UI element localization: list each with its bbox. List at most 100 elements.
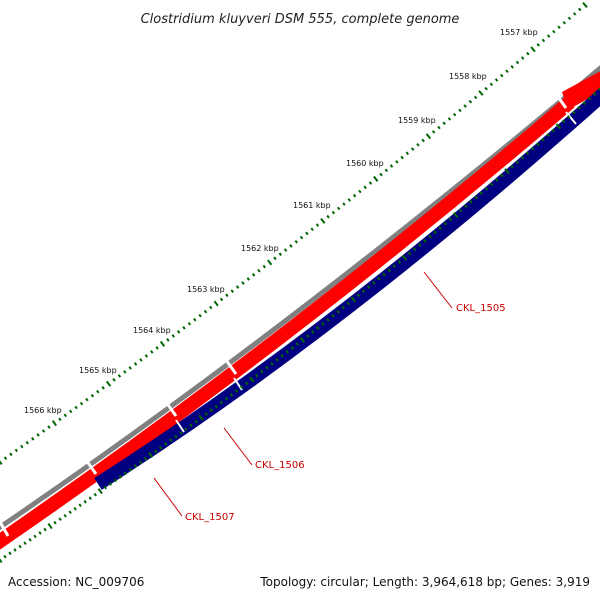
outer-tick <box>400 155 404 160</box>
inner-tick <box>536 142 540 147</box>
outer-tick <box>437 125 441 130</box>
inner-tick <box>245 381 249 386</box>
outer-tick <box>541 38 546 43</box>
inner-tick <box>361 289 366 293</box>
gene-gap <box>554 93 568 109</box>
inner-tick <box>270 362 274 366</box>
outer-tick <box>505 69 509 74</box>
inner-tick <box>356 293 361 298</box>
inner-tick <box>169 438 173 443</box>
outer-tick <box>315 223 320 227</box>
outer-tick <box>567 16 572 21</box>
inner-tick <box>401 254 408 261</box>
inner-tick <box>38 531 42 535</box>
inner-tick <box>53 520 57 525</box>
inner-tick <box>174 434 178 439</box>
outer-tick <box>96 389 100 394</box>
reverse-gene-segment[interactable] <box>94 87 600 490</box>
inner-tick <box>367 285 371 289</box>
inner-tick <box>3 554 7 559</box>
inner-tick <box>433 230 437 235</box>
outer-tick <box>546 34 551 38</box>
inner-tick <box>103 485 108 490</box>
outer-tick <box>90 393 95 398</box>
gene-label-ckl-1505[interactable]: CKL_1505 <box>456 303 506 314</box>
inner-tick <box>229 393 234 397</box>
outer-tick <box>139 358 143 362</box>
inner-tick <box>504 168 510 175</box>
outer-tick <box>326 214 330 219</box>
outer-tick <box>526 51 530 56</box>
inner-tick <box>133 464 138 468</box>
outer-tick <box>117 374 122 378</box>
outer-tick <box>51 420 58 427</box>
outer-tick <box>246 277 250 281</box>
inner-tick <box>68 510 72 515</box>
gene-label-ckl-1507[interactable]: CKL_1507 <box>185 512 235 523</box>
outer-tick <box>193 317 197 322</box>
inner-tick <box>275 358 279 362</box>
outer-tick <box>572 12 577 16</box>
tick-label-1563: 1563 kbp <box>187 285 225 294</box>
outer-tick <box>562 20 566 25</box>
inner-tick <box>158 445 163 450</box>
outer-tick <box>489 82 494 87</box>
outer-tick <box>85 397 89 402</box>
inner-tick <box>418 243 422 247</box>
outer-tick <box>305 231 309 236</box>
outer-tick <box>442 121 446 126</box>
outer-tick <box>241 281 245 285</box>
inner-tick <box>377 276 381 281</box>
inner-tick <box>423 238 427 243</box>
outer-tick <box>283 248 288 252</box>
outer-tick <box>484 86 488 91</box>
inner-tick <box>561 119 566 124</box>
tick-label-1565: 1565 kbp <box>79 366 117 375</box>
outer-tick <box>150 350 154 354</box>
outer-tick <box>171 334 175 338</box>
tick-label-1564: 1564 kbp <box>133 326 171 335</box>
inner-tick <box>555 123 562 130</box>
inner-tick <box>592 92 597 96</box>
outer-tick <box>358 189 362 194</box>
inner-tick <box>179 431 183 435</box>
outer-tick <box>123 370 127 374</box>
inner-tick <box>443 221 448 226</box>
forward-gene-segment[interactable] <box>0 96 575 550</box>
inner-tick <box>372 281 376 285</box>
inner-tick <box>154 449 158 454</box>
inner-tick <box>326 318 330 322</box>
gene-gap <box>175 419 185 433</box>
outer-tick <box>166 338 170 342</box>
outer-tick <box>278 252 283 256</box>
inner-tick <box>128 467 133 472</box>
outer-tick <box>342 202 346 206</box>
gene-gap <box>0 521 10 537</box>
outer-tick <box>578 7 582 12</box>
outer-tick <box>368 181 373 185</box>
inner-tick <box>577 106 581 110</box>
outer-tick <box>262 264 267 269</box>
outer-tick <box>101 386 105 390</box>
outer-tick <box>452 112 457 117</box>
inner-tick <box>299 336 306 344</box>
inner-tick <box>189 423 193 428</box>
inner-tick <box>397 260 402 264</box>
inner-tick <box>78 503 82 508</box>
inner-tick <box>83 499 87 504</box>
inner-tick <box>500 173 504 178</box>
inner-tick <box>63 513 67 518</box>
tick-label-1558: 1558 kbp <box>449 72 487 81</box>
inner-tick <box>143 456 148 461</box>
inner-tick <box>148 452 154 458</box>
tick-label-1562: 1562 kbp <box>241 244 279 253</box>
outer-tick <box>337 206 341 211</box>
outer-tick <box>225 293 229 298</box>
forward-gene-segment-2[interactable] <box>562 66 600 110</box>
inner-tick <box>469 200 473 204</box>
gene-label-ckl-1506[interactable]: CKL_1506 <box>255 460 305 471</box>
inner-tick <box>582 101 586 105</box>
inner-tick <box>224 396 229 401</box>
outer-tick <box>79 401 84 406</box>
outer-tick <box>463 104 467 108</box>
